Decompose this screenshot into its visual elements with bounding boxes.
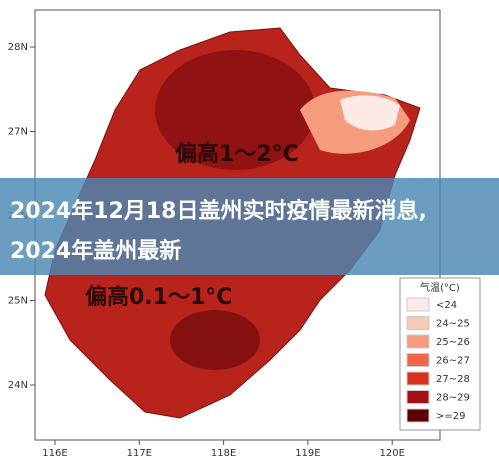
lon-label: 120E [379,448,404,459]
legend-label: <24 [436,300,457,311]
legend-label: 27~28 [436,374,470,385]
lat-label: 27N [8,127,28,138]
lon-label: 119E [295,448,320,459]
banner-line: 2024年12月18日盖州实时疫情最新消息, [10,199,427,224]
legend-label: >=29 [436,411,465,422]
lat-label: 25N [8,296,28,307]
legend-label: 28~29 [436,393,470,404]
legend-swatch [406,408,430,423]
banner-line: 2024年盖州最新 [10,239,182,264]
legend-swatch [406,353,430,367]
lat-label: 24N [8,380,28,391]
legend-swatch [406,316,430,330]
legend-title: 气温(°C) [420,281,460,294]
lat-label: 28N [8,42,28,53]
legend-label: 25~26 [436,337,470,348]
warm-core [170,310,260,370]
cool-region [340,95,400,131]
legend-swatch [406,334,430,349]
legend-swatch [406,297,430,312]
legend-swatch [406,390,430,404]
legend-label: 24~25 [436,319,470,330]
lon-label: 118E [211,448,236,459]
warm-core [155,50,315,170]
lon-label: 116E [42,448,67,459]
annotation: 偏高1～2°C [175,141,299,167]
title-banner: 2024年12月18日盖州实时疫情最新消息, 2024年盖州最新 [0,178,499,275]
legend: 气温(°C) <24 24~25 25~26 26~27 27~28 28~29 >=29 [399,277,481,431]
legend-label: 26~27 [436,356,470,367]
legend-swatch [406,371,430,386]
lon-label: 117E [127,448,152,459]
annotation: 偏高0.1～1°C [85,284,232,310]
